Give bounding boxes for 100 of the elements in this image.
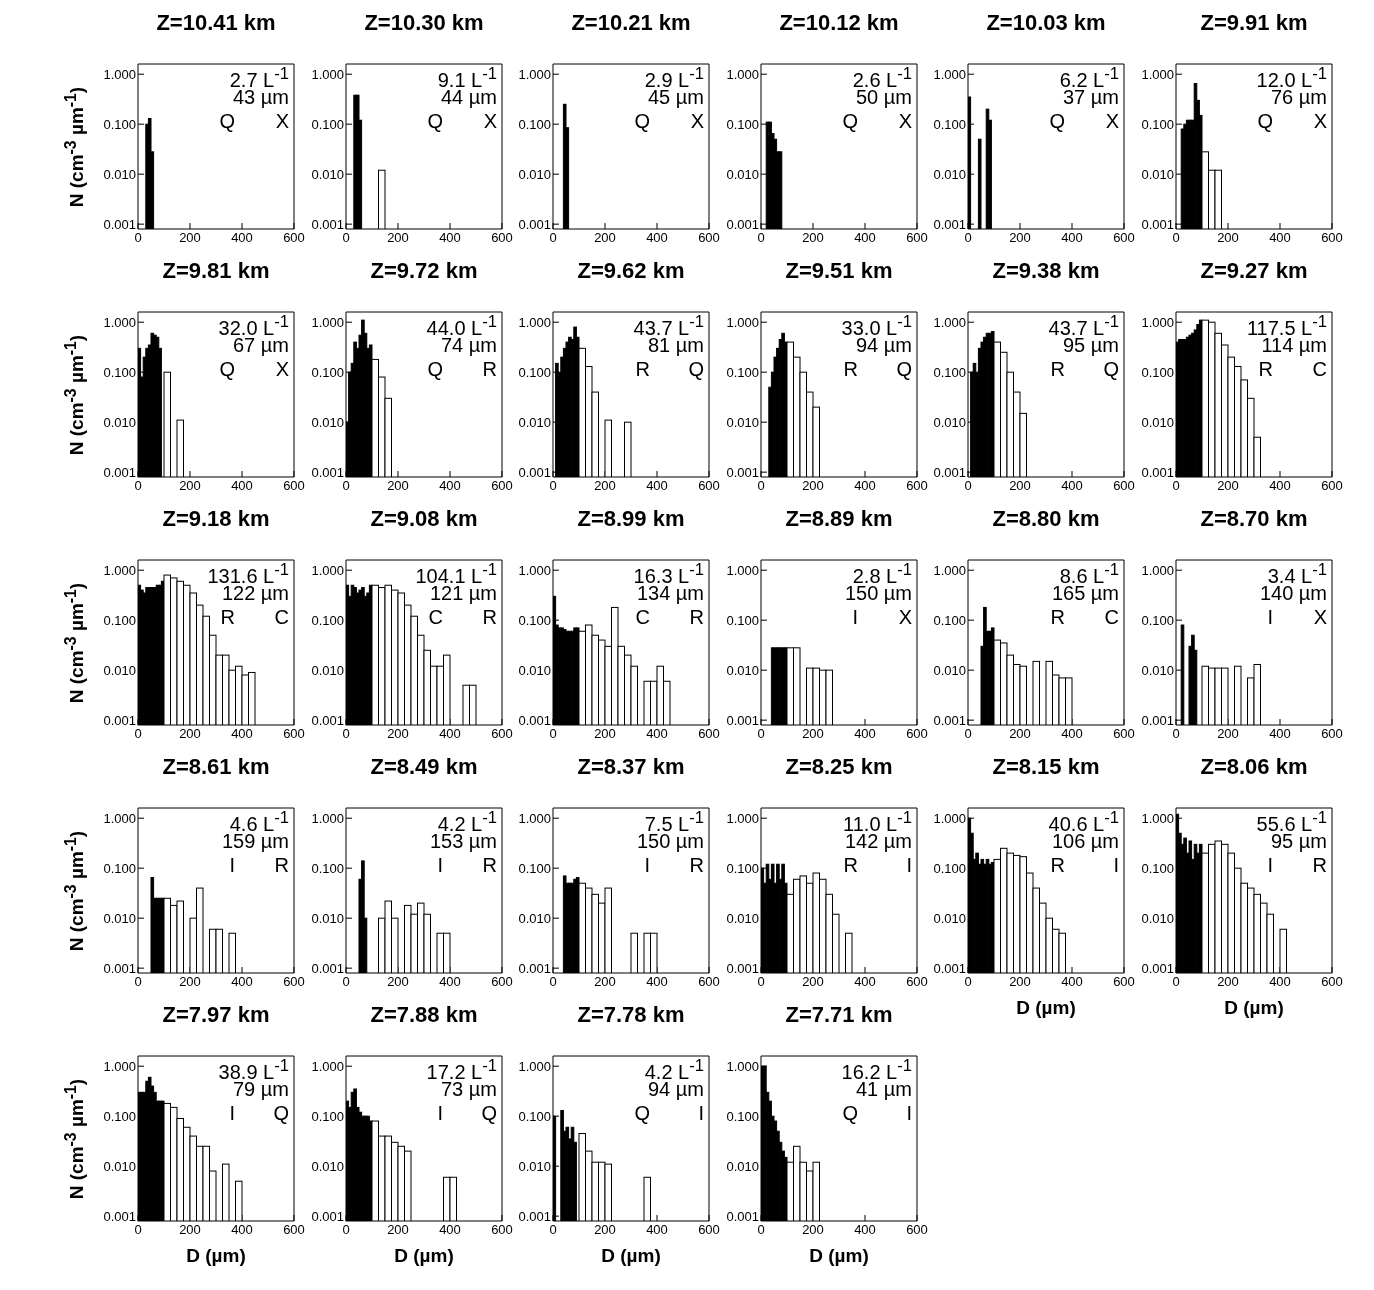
x-tick-label: 600 xyxy=(906,974,928,990)
chart-title: Z=10.41 km xyxy=(155,10,277,36)
chart-title: Z=9.27 km xyxy=(1199,258,1309,284)
x-tick-label: 400 xyxy=(854,230,876,246)
x-tick-label: 400 xyxy=(1269,230,1291,246)
annotation: Q xyxy=(427,110,443,133)
x-tick-label: 400 xyxy=(231,1222,253,1238)
x-tick-label: 0 xyxy=(134,726,142,742)
chart-title: Z=8.99 km xyxy=(576,506,686,532)
x-tick-label: 200 xyxy=(1217,974,1239,990)
chart-title: Z=8.49 km xyxy=(369,754,479,780)
x-tick-label: 600 xyxy=(283,230,305,246)
x-tick-label: 200 xyxy=(387,974,409,990)
chart-title: Z=8.37 km xyxy=(576,754,686,780)
y-tick-label: 1.000 xyxy=(518,562,551,578)
y-tick-label: 0.010 xyxy=(1141,910,1174,926)
annotation: I xyxy=(1113,854,1119,877)
annotation: C xyxy=(635,606,650,629)
y-tick-label: 0.001 xyxy=(103,216,136,232)
y-tick-label: 0.100 xyxy=(103,860,136,876)
x-tick-label: 0 xyxy=(757,974,765,990)
annotation: R xyxy=(1050,606,1065,629)
x-tick-label: 600 xyxy=(491,726,513,742)
y-tick-label: 0.100 xyxy=(1141,116,1174,132)
y-tick-label: 1.000 xyxy=(103,66,136,82)
y-tick-label: 0.100 xyxy=(103,612,136,628)
x-tick-label: 200 xyxy=(387,230,409,246)
chart-title: Z=9.38 km xyxy=(991,258,1101,284)
x-tick-label: 600 xyxy=(1321,230,1343,246)
chart-title: Z=8.06 km xyxy=(1199,754,1309,780)
x-tick-label: 600 xyxy=(698,726,720,742)
y-tick-label: 1.000 xyxy=(933,66,966,82)
y-tick-label: 1.000 xyxy=(933,314,966,330)
annotation: R xyxy=(1050,854,1065,877)
x-tick-label: 0 xyxy=(134,1222,142,1238)
y-tick-label: 0.010 xyxy=(311,910,344,926)
chart-title: Z=9.72 km xyxy=(369,258,479,284)
y-tick-label: 1.000 xyxy=(518,66,551,82)
annotation: C xyxy=(428,606,443,629)
y-tick-label: 0.010 xyxy=(311,414,344,430)
x-tick-label: 200 xyxy=(594,726,616,742)
y-tick-label: 0.100 xyxy=(311,860,344,876)
x-tick-label: 0 xyxy=(757,726,765,742)
x-tick-label: 600 xyxy=(1321,974,1343,990)
x-tick-label: 200 xyxy=(594,230,616,246)
x-tick-label: 600 xyxy=(283,726,305,742)
y-tick-label: 1.000 xyxy=(726,66,759,82)
x-tick-label: 0 xyxy=(1172,726,1180,742)
y-tick-label: 0.001 xyxy=(518,216,551,232)
y-tick-label: 0.100 xyxy=(1141,364,1174,380)
y-tick-label: 0.100 xyxy=(726,1108,759,1124)
y-tick-label: 0.001 xyxy=(933,960,966,976)
y-tick-label: 1.000 xyxy=(518,314,551,330)
x-tick-label: 200 xyxy=(387,726,409,742)
chart-title: Z=7.88 km xyxy=(369,1002,479,1028)
y-tick-label: 1.000 xyxy=(103,810,136,826)
annotation: R xyxy=(482,606,497,629)
chart-title: Z=7.78 km xyxy=(576,1002,686,1028)
annotation: X xyxy=(898,606,912,629)
x-tick-label: 400 xyxy=(1061,974,1083,990)
annotation: I xyxy=(229,854,235,877)
annotation: R xyxy=(843,358,858,381)
x-tick-label: 600 xyxy=(283,974,305,990)
annotation: X xyxy=(275,358,289,381)
x-axis-title: D (µm) xyxy=(808,1245,870,1267)
y-tick-label: 0.001 xyxy=(103,960,136,976)
y-tick-label: 0.001 xyxy=(1141,712,1174,728)
x-tick-label: 0 xyxy=(757,478,765,494)
x-tick-label: 600 xyxy=(906,1222,928,1238)
x-tick-label: 200 xyxy=(1217,726,1239,742)
x-tick-label: 0 xyxy=(549,230,557,246)
x-tick-label: 200 xyxy=(1217,478,1239,494)
y-tick-label: 0.010 xyxy=(518,662,551,678)
x-tick-label: 0 xyxy=(964,974,972,990)
chart-title: Z=10.21 km xyxy=(570,10,692,36)
x-axis-title: D (µm) xyxy=(1223,997,1285,1019)
x-tick-label: 600 xyxy=(698,230,720,246)
annotation: I xyxy=(852,606,858,629)
x-tick-label: 200 xyxy=(802,478,824,494)
y-tick-label: 1.000 xyxy=(311,66,344,82)
x-tick-label: 600 xyxy=(283,1222,305,1238)
chart-title: Z=7.71 km xyxy=(784,1002,894,1028)
annotation: C xyxy=(274,606,289,629)
y-tick-label: 0.001 xyxy=(933,712,966,728)
x-tick-label: 600 xyxy=(906,726,928,742)
y-tick-label: 0.001 xyxy=(311,712,344,728)
x-tick-label: 200 xyxy=(802,1222,824,1238)
y-tick-label: 0.100 xyxy=(311,612,344,628)
y-tick-label: 1.000 xyxy=(726,1058,759,1074)
y-tick-label: 0.010 xyxy=(726,414,759,430)
y-tick-label: 0.001 xyxy=(518,464,551,480)
chart-title: Z=9.62 km xyxy=(576,258,686,284)
x-tick-label: 0 xyxy=(549,974,557,990)
y-tick-label: 0.001 xyxy=(103,464,136,480)
y-tick-label: 0.010 xyxy=(726,1158,759,1174)
x-tick-label: 600 xyxy=(1321,726,1343,742)
y-tick-label: 1.000 xyxy=(1141,562,1174,578)
chart-title: Z=9.08 km xyxy=(369,506,479,532)
x-tick-label: 400 xyxy=(646,974,668,990)
annotation: Q xyxy=(481,1102,497,1125)
